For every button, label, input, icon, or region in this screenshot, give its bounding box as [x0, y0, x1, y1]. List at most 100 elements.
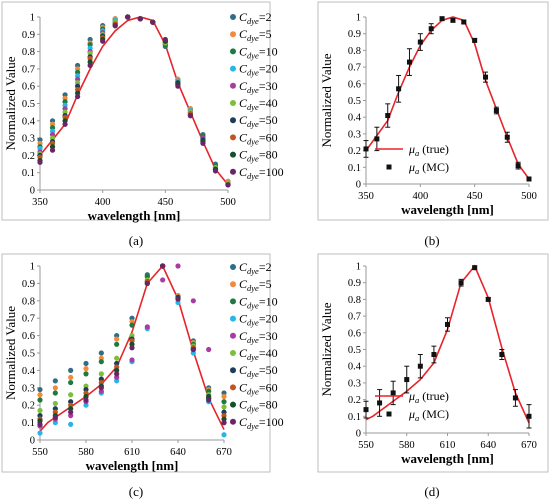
data-point — [37, 421, 43, 427]
legend-entry: μa (MC) — [408, 407, 449, 423]
data-point — [515, 163, 521, 169]
x-tick-label: 550 — [32, 447, 48, 458]
data-point — [374, 136, 380, 142]
y-tick-label: 0.4 — [348, 113, 362, 124]
data-point — [406, 59, 412, 65]
data-point — [150, 19, 156, 25]
data-point — [493, 108, 499, 114]
x-tick-label: 400 — [412, 191, 428, 202]
panel-frame — [1, 253, 271, 473]
y-tick-label: 0 — [30, 186, 35, 197]
data-point — [458, 280, 464, 286]
data-point — [49, 147, 56, 153]
legend-entry: Cdye=80 — [239, 148, 278, 164]
y-tick-label: 0.6 — [348, 79, 361, 90]
data-point — [472, 265, 478, 271]
legend-marker — [230, 82, 236, 89]
legend-entry: Cdye=60 — [239, 380, 278, 396]
y-tick-label: 0.7 — [348, 63, 361, 74]
legend-entry: Cdye=100 — [239, 165, 284, 181]
data-point — [417, 39, 423, 45]
y-tick-label: 0 — [356, 429, 361, 440]
data-point — [221, 404, 227, 410]
data-point — [187, 113, 193, 119]
data-point — [37, 159, 43, 165]
y-tick-label: 0.8 — [348, 46, 361, 57]
data-point — [431, 352, 437, 358]
data-point — [363, 146, 369, 152]
data-point — [428, 26, 434, 32]
data-point — [377, 400, 383, 406]
x-axis-label: wavelength [nm] — [401, 202, 494, 217]
data-point — [98, 371, 104, 377]
data-point — [499, 352, 505, 358]
data-point — [100, 38, 106, 44]
legend-entry: Cdye=20 — [239, 312, 278, 328]
data-point — [125, 14, 131, 20]
x-tick-label: 450 — [467, 191, 483, 202]
data-point — [68, 367, 74, 373]
y-tick-label: 0.8 — [348, 295, 361, 306]
legend-entry: μa (true) — [408, 389, 449, 405]
y-tick-label: 0.1 — [348, 412, 361, 423]
x-tick-label: 580 — [399, 440, 415, 451]
panel-d: 0 0.1 0.2 0.3 0.4 0.5 0.6 0.7 0.8 0.9 1 550 580 610 64… — [317, 253, 549, 473]
data-point — [526, 413, 532, 419]
y-axis-label: Normalized Value — [3, 56, 18, 150]
legend-marker — [230, 14, 236, 20]
data-point — [37, 430, 43, 436]
data-point — [363, 407, 369, 413]
legend-marker — [230, 298, 236, 305]
data-point — [68, 379, 74, 386]
y-tick-label: 0.1 — [348, 163, 361, 174]
data-point — [52, 390, 58, 396]
legend-marker — [230, 151, 236, 158]
data-point — [175, 83, 181, 89]
legend-marker — [230, 100, 236, 106]
data-point — [75, 93, 81, 100]
legend-marker — [230, 401, 236, 408]
y-tick-label: 0.4 — [22, 366, 36, 377]
data-point — [162, 36, 168, 43]
data-point — [221, 399, 227, 405]
data-point — [512, 395, 518, 401]
legend-marker — [386, 411, 392, 417]
y-tick-label: 0.5 — [348, 96, 361, 107]
data-point — [52, 385, 58, 391]
legend-marker — [230, 332, 236, 339]
data-point — [160, 277, 166, 283]
data-point — [37, 407, 43, 414]
legend-entry: Cdye=30 — [239, 329, 278, 345]
x-tick-label: 670 — [521, 440, 537, 451]
data-point — [98, 385, 104, 391]
y-tick-label: 0 — [30, 436, 35, 447]
data-point — [37, 397, 43, 403]
data-point — [114, 341, 120, 347]
legend-marker — [230, 281, 236, 288]
y-axis-label: Normalized Value — [319, 53, 334, 147]
x-tick-label: 450 — [157, 197, 173, 208]
data-point — [160, 263, 166, 269]
x-tick-label: 500 — [220, 197, 236, 208]
caption-b: (b) — [424, 233, 439, 248]
legend-entry: μa (true) — [408, 142, 449, 158]
data-point — [175, 296, 181, 302]
data-point — [98, 350, 104, 356]
data-point — [175, 263, 181, 269]
x-tick-label: 640 — [480, 440, 496, 451]
x-tick-label: 550 — [358, 440, 374, 451]
y-tick-label: 1 — [356, 13, 361, 24]
data-point — [450, 17, 456, 23]
data-point — [385, 113, 391, 119]
y-tick-label: 0.5 — [348, 345, 361, 356]
series-mc — [363, 265, 532, 429]
data-point — [144, 324, 150, 330]
y-tick-label: 0.1 — [22, 168, 35, 179]
data-point — [221, 432, 227, 438]
data-point — [98, 359, 104, 365]
reference-line — [365, 16, 530, 180]
data-point — [137, 16, 143, 22]
panel-c: 0 0.1 0.2 0.3 0.4 0.5 0.6 0.7 0.8 0.9 1 550 580 610 64… — [1, 253, 284, 473]
legend-entry: Cdye=60 — [239, 130, 278, 146]
legend-entry: Cdye=40 — [239, 346, 278, 362]
